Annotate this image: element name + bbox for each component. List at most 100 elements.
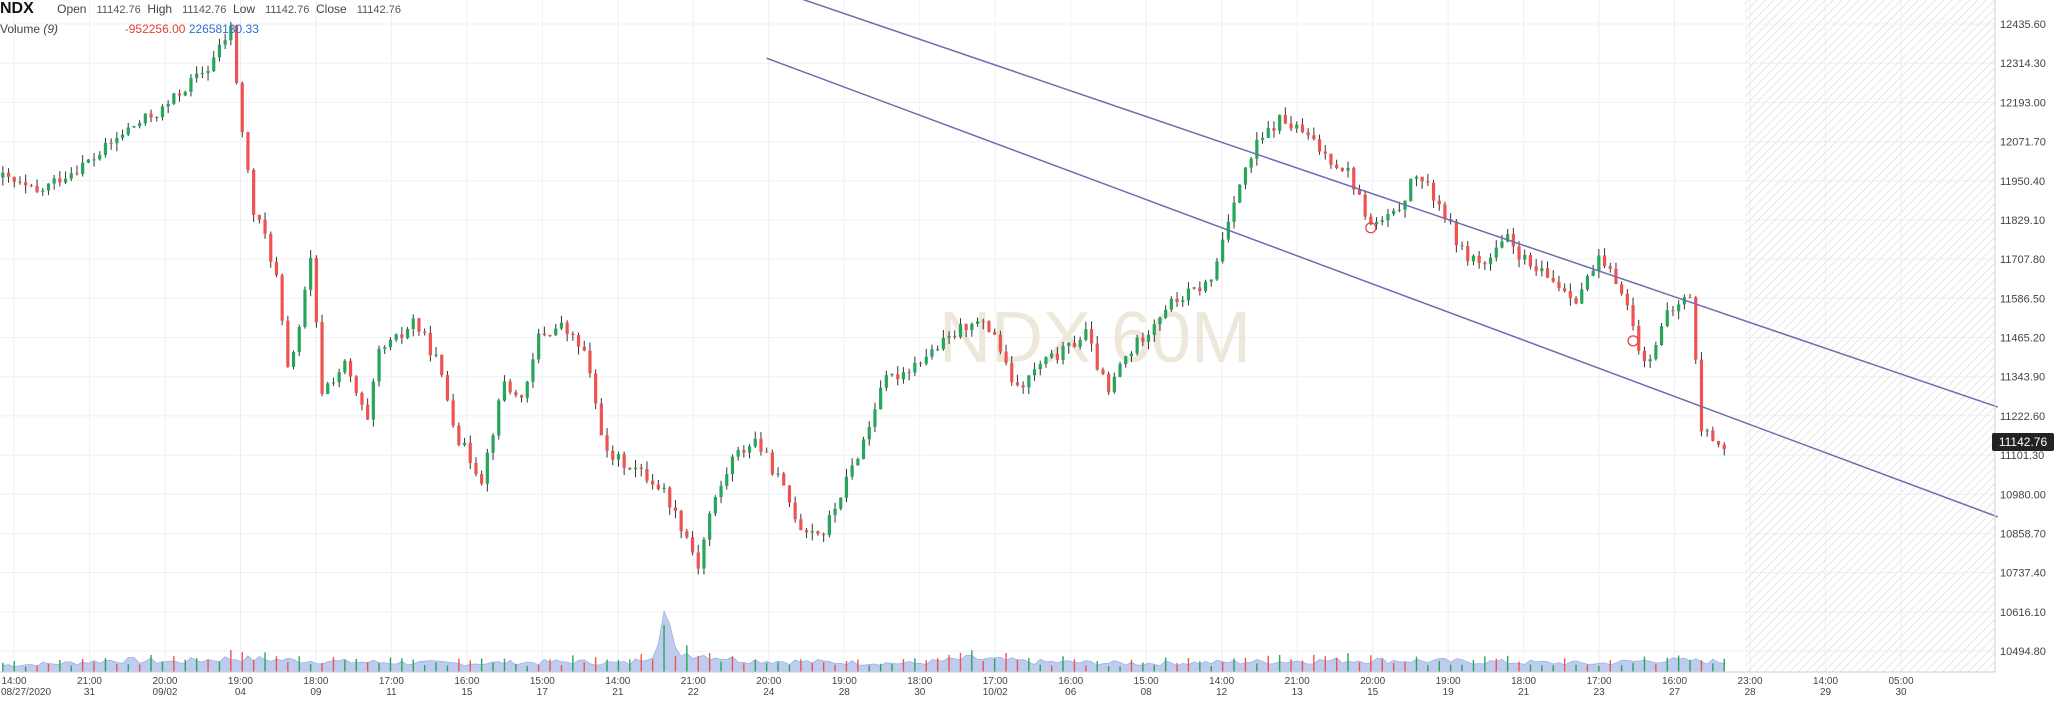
candle-body — [1232, 202, 1236, 222]
candle-body — [1574, 298, 1578, 304]
candle-body — [388, 339, 393, 348]
candle-body — [1352, 167, 1356, 190]
candle-body — [531, 359, 535, 382]
x-date-label: 30 — [914, 687, 926, 698]
candle-body — [1164, 309, 1168, 318]
candle-body — [1580, 289, 1584, 304]
candle-body — [1357, 189, 1362, 195]
candle-body — [1238, 184, 1242, 203]
candle-body — [212, 57, 216, 72]
candle-body — [765, 451, 769, 453]
candle-body — [1078, 339, 1082, 347]
candle-body — [554, 328, 558, 336]
candle-body — [1454, 221, 1458, 246]
candle-body — [1386, 214, 1390, 221]
candle-body — [605, 435, 609, 451]
candle-body — [1545, 268, 1550, 278]
x-time-label: 16:00 — [1058, 676, 1083, 687]
x-time-label: 19:00 — [1436, 676, 1461, 687]
candle-body — [1249, 158, 1253, 168]
candle-body — [1317, 139, 1322, 152]
x-time-label: 20:00 — [152, 676, 177, 687]
candle-body — [52, 178, 56, 184]
x-date-label: 31 — [84, 687, 96, 698]
volume-total: 22658130.33 — [188, 22, 259, 36]
candle-body — [1585, 275, 1590, 290]
candle-body — [1021, 385, 1025, 388]
candle-body — [343, 360, 347, 373]
candle-body — [1004, 351, 1008, 363]
candle-body — [1278, 114, 1282, 131]
candle-body — [736, 449, 740, 457]
candle-body — [502, 381, 507, 401]
y-tick-label: 12435.60 — [2000, 19, 2046, 31]
candle-body — [195, 73, 199, 79]
candle-body — [1642, 350, 1647, 362]
candle-body — [628, 467, 632, 470]
candle-body — [1295, 124, 1299, 129]
candle-body — [525, 381, 529, 398]
x-date-label: 28 — [1744, 687, 1756, 698]
high-value: 11142.76 — [182, 4, 227, 16]
candle-body — [109, 142, 113, 144]
candle-body — [1597, 255, 1601, 271]
candle-body — [474, 462, 478, 474]
candle-body — [1460, 245, 1464, 247]
candle-body — [1101, 369, 1105, 374]
candle-body — [172, 93, 176, 104]
candle-body — [1420, 176, 1424, 182]
x-date-label: 11 — [386, 687, 397, 698]
candle-body — [1437, 200, 1441, 205]
candle-body — [451, 400, 455, 426]
candle-body — [1671, 310, 1675, 312]
candle-body — [86, 159, 90, 163]
candle-body — [770, 452, 774, 475]
candle-body — [537, 333, 541, 360]
volume-period: (9) — [43, 22, 59, 36]
candle-body — [1158, 317, 1162, 325]
candle-body — [1015, 382, 1020, 386]
candle-body — [810, 531, 814, 533]
candle-body — [1374, 221, 1379, 225]
volume-change: -952256.00 — [124, 22, 186, 36]
candle-body — [1272, 128, 1276, 131]
candle-body — [1722, 444, 1726, 450]
candle-body — [759, 438, 763, 452]
candle-body — [668, 487, 672, 508]
candle-body — [673, 507, 678, 511]
candle-body — [58, 178, 62, 183]
candle-body — [964, 324, 968, 331]
x-time-label: 17:00 — [1587, 676, 1612, 687]
candle-body — [280, 275, 284, 321]
x-time-label: 19:00 — [228, 676, 253, 687]
candle-body — [1688, 297, 1692, 299]
x-date-label: 08/27/2020 — [1, 687, 51, 698]
candle-body — [18, 181, 22, 183]
candle-body — [958, 324, 963, 338]
x-date-label: 27 — [1669, 687, 1681, 698]
candle-body — [633, 467, 638, 470]
x-date-label: 19 — [1443, 687, 1455, 698]
y-tick-label: 11343.90 — [2000, 372, 2045, 384]
candle-body — [1648, 359, 1652, 362]
trendline — [766, 57, 1999, 518]
x-time-label: 23:00 — [1738, 676, 1763, 687]
open-label: Open — [57, 2, 87, 16]
candle-body — [1397, 209, 1401, 211]
candle-body — [1500, 241, 1504, 248]
y-tick-label: 12314.30 — [2000, 58, 2046, 70]
candle-body — [1169, 299, 1173, 310]
x-time-label: 19:00 — [832, 676, 857, 687]
candle-body — [651, 480, 655, 485]
x-time-label: 17:00 — [983, 676, 1008, 687]
candle-body — [582, 346, 586, 351]
candle-body — [690, 537, 695, 553]
candle-body — [497, 400, 501, 436]
watermark: NDX 60M — [939, 298, 1251, 378]
candle-body — [81, 162, 85, 175]
candle-body — [1392, 210, 1396, 215]
candle-body — [1625, 293, 1629, 306]
x-time-label: 16:00 — [454, 676, 479, 687]
